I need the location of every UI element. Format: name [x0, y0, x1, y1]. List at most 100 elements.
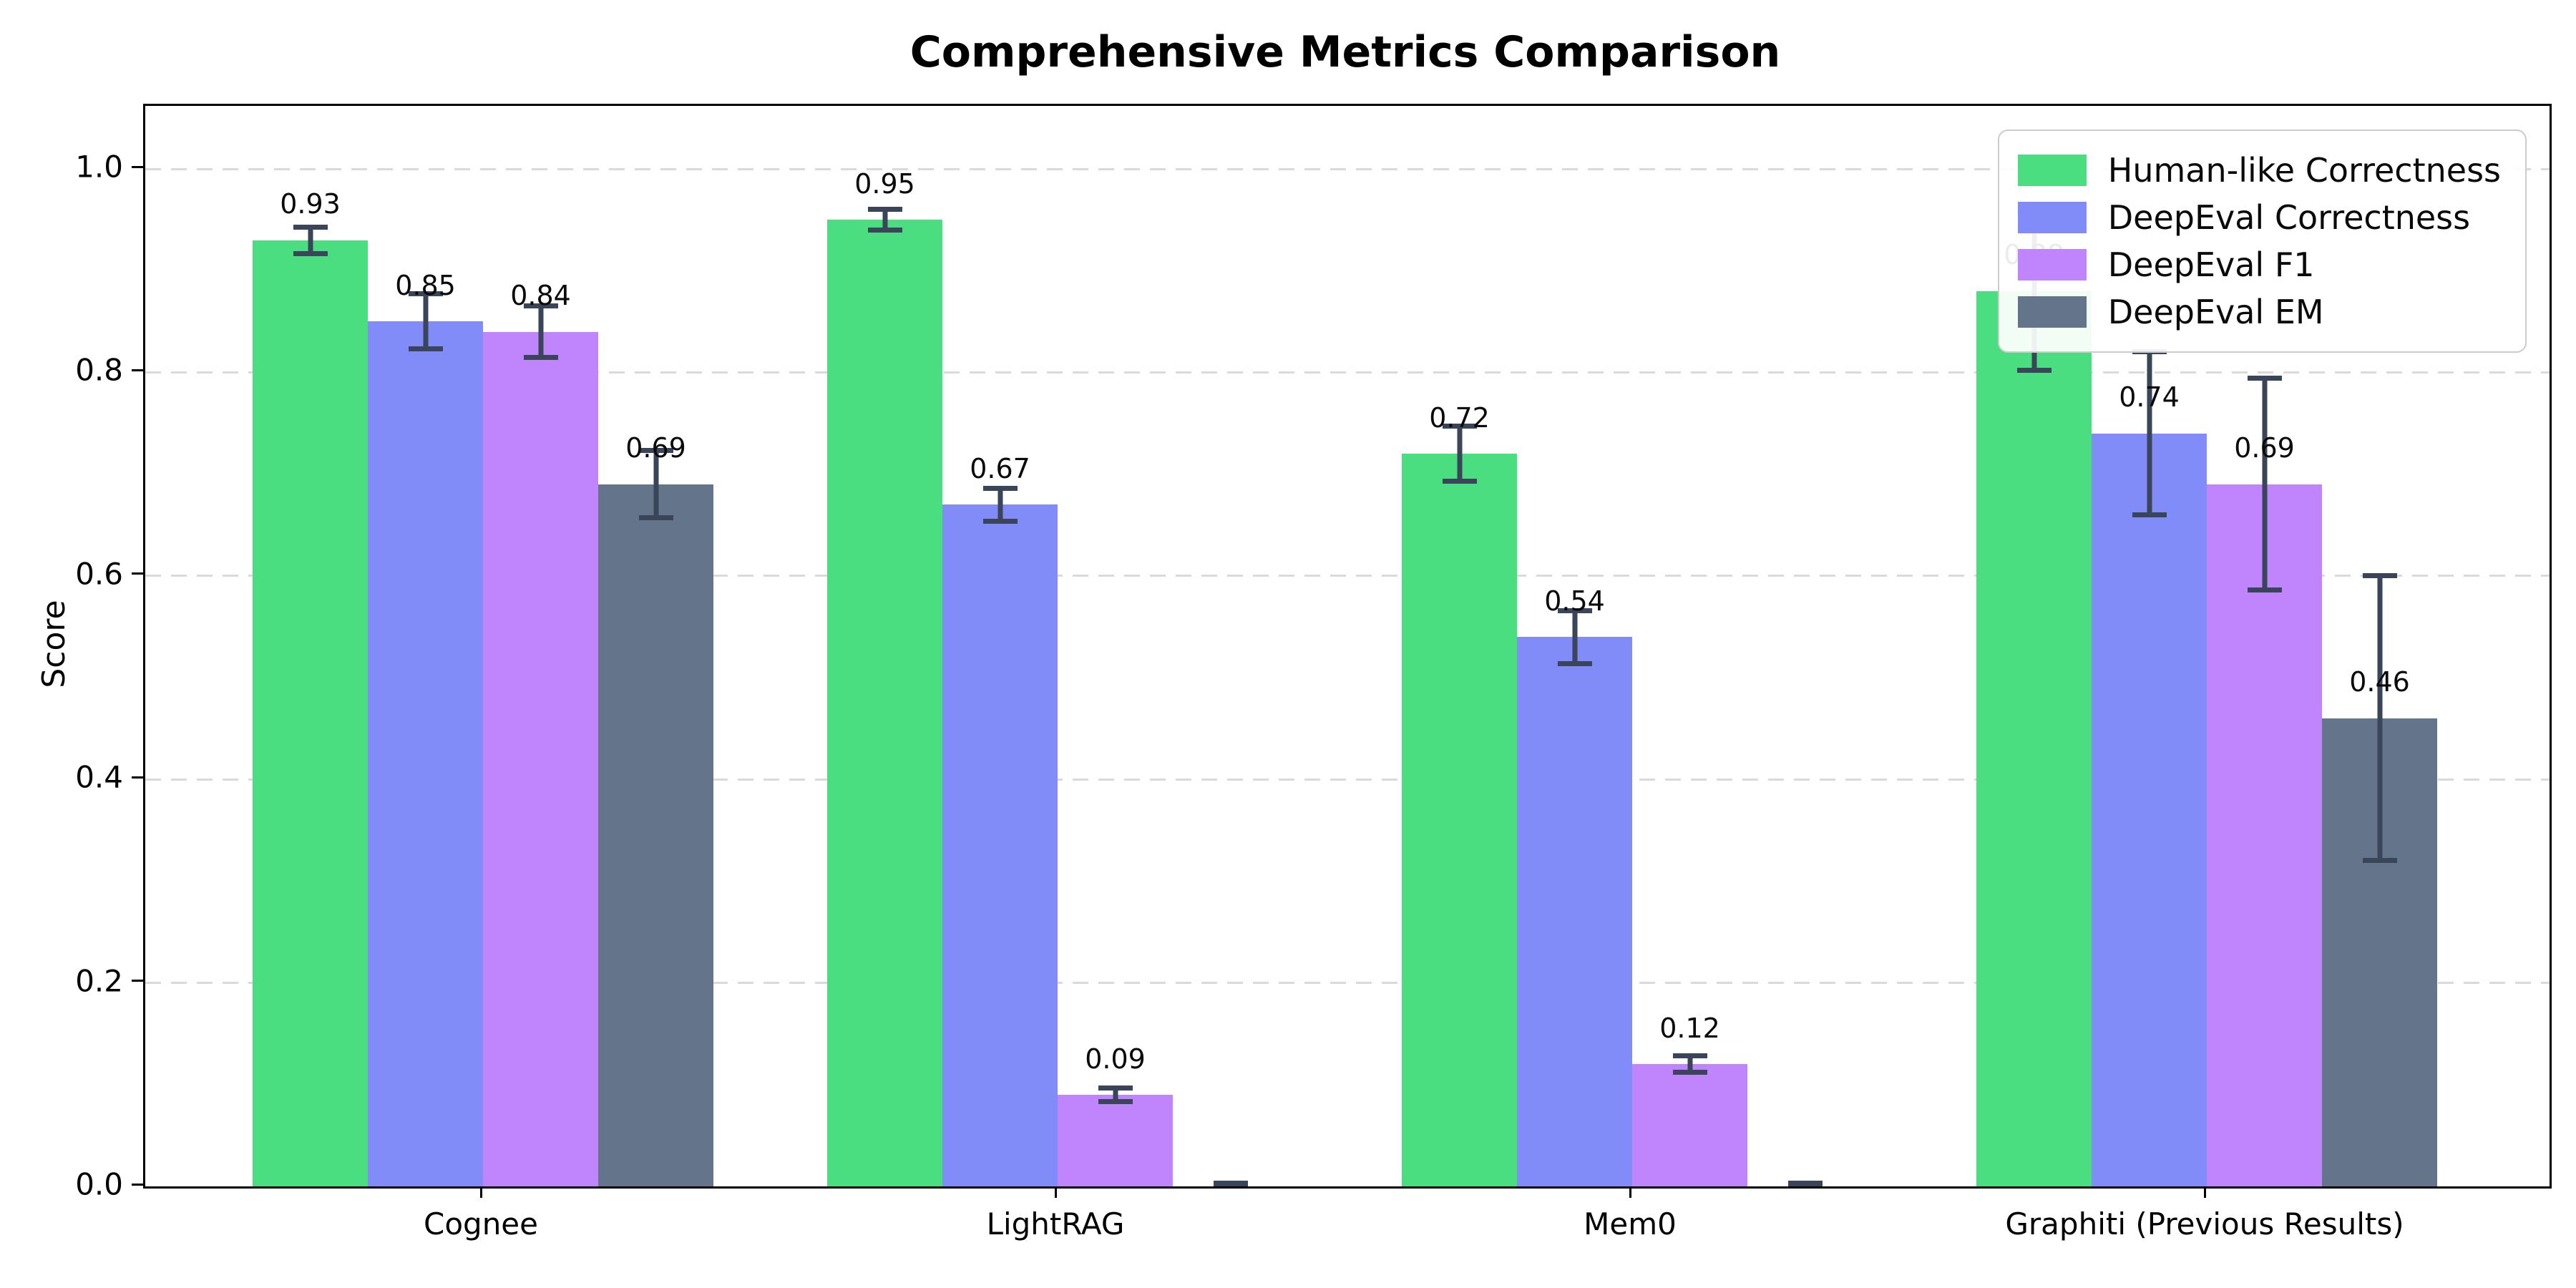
error-bar-cap — [2016, 368, 2051, 374]
gridline — [145, 575, 2550, 577]
legend-item: Human-like Correctness — [2017, 147, 2501, 194]
legend-item: DeepEval F1 — [2017, 241, 2501, 288]
x-tick-mark — [479, 1186, 482, 1198]
error-bar-cap — [1213, 1181, 1248, 1186]
error-bar — [653, 450, 658, 518]
bar-value-label: 0.69 — [2234, 432, 2295, 464]
error-bar-cap — [523, 354, 558, 360]
bar-group-1 — [253, 106, 713, 1186]
error-bar — [308, 227, 313, 254]
error-bar-cap — [2247, 376, 2282, 381]
error-bar — [538, 306, 543, 358]
error-bar — [2147, 351, 2152, 515]
error-bar-cap — [982, 486, 1018, 491]
y-tick-label: 0.8 — [75, 352, 123, 388]
error-bar-cap — [2132, 512, 2167, 517]
bar-value-label: 0.46 — [2349, 666, 2410, 698]
y-tick-mark — [132, 980, 143, 982]
error-bar-cap — [2362, 573, 2397, 579]
bar-value-label: 0.74 — [2119, 381, 2180, 414]
error-bar-cap — [1098, 1099, 1133, 1105]
error-bar-cap — [2247, 587, 2282, 593]
bar — [483, 331, 598, 1186]
bar — [1976, 291, 2092, 1186]
bar — [598, 484, 713, 1186]
legend-label: DeepEval F1 — [2107, 245, 2315, 284]
bar — [1517, 637, 1632, 1186]
y-tick-mark — [132, 1183, 143, 1186]
error-bar-cap — [293, 224, 328, 230]
error-bar-cap — [1672, 1070, 1707, 1075]
bar — [942, 504, 1058, 1186]
error-bar — [1457, 426, 1462, 482]
legend-label: DeepEval Correctness — [2107, 198, 2471, 237]
error-bar — [2262, 378, 2267, 590]
y-tick-mark — [132, 369, 143, 371]
error-bar-cap — [408, 346, 443, 352]
error-bar-cap — [408, 291, 443, 297]
error-bar-cap — [638, 448, 673, 454]
x-tick-mark — [1629, 1186, 1631, 1198]
error-bar — [1572, 610, 1577, 664]
legend-swatch-icon — [2017, 296, 2087, 328]
bar-value-label: 0.54 — [1544, 585, 1605, 617]
bar-value-label: 0.95 — [854, 167, 915, 200]
error-bar-cap — [867, 207, 902, 213]
y-tick-label: 0.6 — [75, 556, 123, 592]
error-bar-cap — [1213, 1184, 1248, 1186]
x-tick-label: LightRAG — [986, 1206, 1125, 1241]
bar-group-4 — [1976, 106, 2437, 1186]
bar — [827, 220, 942, 1186]
legend-swatch-icon — [2017, 155, 2087, 186]
bar-group-2 — [827, 106, 1288, 1186]
error-bar-cap — [293, 250, 328, 256]
x-tick-mark — [2203, 1186, 2206, 1198]
x-tick-label: Cognee — [424, 1206, 538, 1241]
bar — [1058, 1095, 1173, 1186]
bar-value-label: 0.09 — [1085, 1043, 1146, 1075]
legend-label: DeepEval EM — [2107, 293, 2324, 331]
gridline — [145, 778, 2550, 781]
error-bar-cap — [982, 518, 1018, 524]
legend-label: Human-like Correctness — [2107, 151, 2501, 190]
bar-value-label: 0.93 — [280, 188, 341, 220]
legend-item: DeepEval EM — [2017, 288, 2501, 336]
error-bar — [882, 209, 887, 230]
bar-value-label: 0.12 — [1659, 1012, 1720, 1044]
error-bar — [997, 488, 1002, 521]
legend-swatch-icon — [2017, 202, 2087, 233]
x-tick-label: Graphiti (Previous Results) — [2005, 1206, 2404, 1241]
bar — [2207, 484, 2322, 1186]
error-bar-cap — [1442, 479, 1477, 484]
chart-title: Comprehensive Metrics Comparison — [909, 27, 1781, 77]
bar — [1632, 1064, 1747, 1186]
gridline — [145, 982, 2550, 985]
error-bar-cap — [638, 515, 673, 521]
bar — [2092, 433, 2207, 1186]
y-axis-label: Score — [36, 600, 73, 688]
plot-area: 0.93 0.85 0.84 0.69 0.95 0.67 0.09 0.72 0.54 0.12… — [143, 104, 2552, 1189]
error-bar — [423, 293, 428, 349]
legend-item: DeepEval Correctness — [2017, 194, 2501, 241]
bar-value-label: 0.72 — [1429, 401, 1490, 434]
bar-value-label: 0.84 — [510, 280, 571, 312]
error-bar-cap — [1098, 1085, 1133, 1091]
bar — [1402, 454, 1517, 1186]
error-bar-cap — [1672, 1053, 1707, 1059]
error-bar-cap — [2362, 858, 2397, 864]
legend-swatch-icon — [2017, 249, 2087, 280]
gridline — [145, 371, 2550, 374]
bar-value-label: 0.67 — [970, 452, 1030, 484]
error-bar-cap — [523, 303, 558, 309]
y-tick-mark — [132, 572, 143, 575]
error-bar — [1113, 1088, 1118, 1102]
error-bar-cap — [1557, 608, 1592, 613]
bar-group-3 — [1402, 106, 1863, 1186]
error-bar-cap — [1557, 660, 1592, 666]
bar-value-label: 0.69 — [625, 432, 686, 464]
y-tick-label: 0.4 — [75, 759, 123, 795]
y-tick-label: 0.0 — [75, 1166, 123, 1202]
x-tick-label: Mem0 — [1584, 1206, 1677, 1241]
legend: Human-like Correctness DeepEval Correctne… — [1997, 130, 2527, 353]
